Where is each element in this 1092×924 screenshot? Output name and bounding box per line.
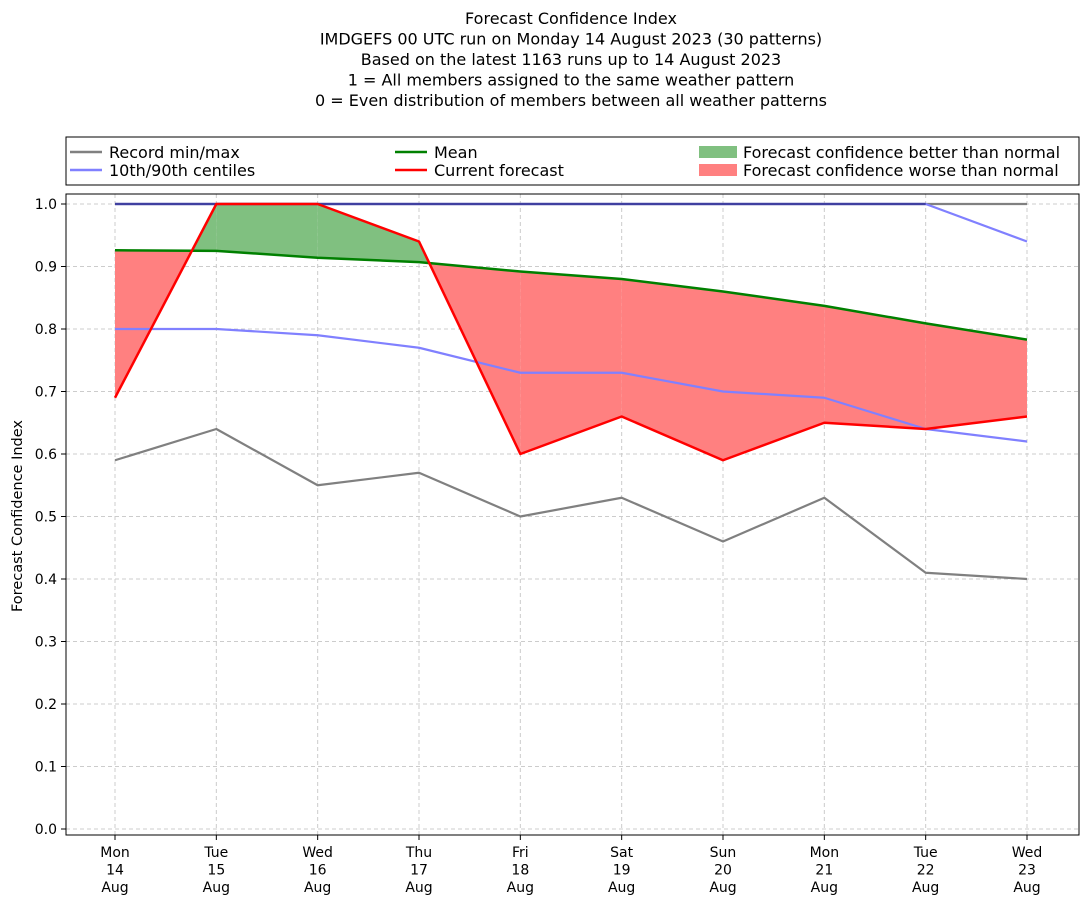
x-tick-label-line: Sun bbox=[710, 845, 737, 861]
x-tick-label: Tue 22 Aug bbox=[912, 845, 939, 896]
y-tick-label: 0.9 bbox=[35, 260, 57, 276]
y-tick-label: 0.0 bbox=[35, 822, 57, 838]
y-tick-label: 0.3 bbox=[35, 635, 57, 651]
x-tick-label-line: Fri bbox=[512, 845, 529, 861]
y-tick-label: 0.6 bbox=[35, 447, 57, 463]
record-min-line bbox=[114, 427, 1028, 581]
x-tick-label-line: Aug bbox=[101, 880, 128, 896]
x-tick-label: Sun 20 Aug bbox=[709, 845, 736, 896]
chart-title: Forecast Confidence Index IMDGEFS 00 UTC … bbox=[315, 9, 827, 110]
chart-legend: Record min/max Mean Forecast confidence be… bbox=[65, 136, 1080, 186]
legend-swatch-patch bbox=[699, 146, 737, 158]
x-tick-label-line: Aug bbox=[405, 880, 432, 896]
legend-frame bbox=[65, 136, 1080, 186]
y-tick-label: 0.8 bbox=[35, 322, 57, 338]
y-tick-label: 1.0 bbox=[35, 197, 57, 213]
x-tick-label-line: Mon bbox=[100, 845, 130, 861]
x-tick-label-line: Aug bbox=[608, 880, 635, 896]
x-tick-label-line: 16 bbox=[309, 863, 327, 879]
x-tick-label-line: 14 bbox=[106, 863, 124, 879]
x-tick-label: Tue 15 Aug bbox=[203, 845, 230, 896]
x-tick-label-line: Aug bbox=[709, 880, 736, 896]
title-line: 1 = All members assigned to the same wea… bbox=[348, 71, 795, 90]
legend-swatch-patch bbox=[699, 164, 737, 176]
fill-worse-segment bbox=[520, 271, 622, 454]
x-tick-label: Wed 23 Aug bbox=[1012, 845, 1043, 896]
fill-worse-segment bbox=[824, 305, 926, 429]
x-tick-label-line: Tue bbox=[913, 845, 938, 861]
x-tick-label: Fri 18 Aug bbox=[507, 845, 534, 896]
x-tick-label-line: Wed bbox=[1012, 845, 1043, 861]
x-tick-label: Mon 21 Aug bbox=[810, 845, 840, 896]
y-axis-label: Forecast Confidence Index bbox=[10, 420, 26, 612]
x-tick-label-line: 15 bbox=[207, 863, 225, 879]
x-tick-label-line: 17 bbox=[410, 863, 428, 879]
x-tick-label-line: Aug bbox=[811, 880, 838, 896]
y-tick-label: 0.7 bbox=[35, 385, 57, 401]
fill-better-segment bbox=[317, 204, 419, 263]
x-tick-label: Wed 16 Aug bbox=[302, 845, 333, 896]
x-tick-label: Sat 19 Aug bbox=[608, 845, 635, 896]
x-tick-label-line: Aug bbox=[304, 880, 331, 896]
x-tick-label-line: 18 bbox=[511, 863, 529, 879]
plot-frame bbox=[65, 193, 1080, 836]
x-tick-label-line: 19 bbox=[613, 863, 631, 879]
x-tick-label-line: Sat bbox=[610, 845, 633, 861]
y-tick-label: 0.5 bbox=[35, 510, 57, 526]
x-tick-label-line: 21 bbox=[815, 863, 833, 879]
x-tick-label-line: Tue bbox=[203, 845, 228, 861]
mean-line bbox=[114, 249, 1028, 341]
x-tick-label: Mon 14 Aug bbox=[100, 845, 130, 896]
y-tick-label: 0.1 bbox=[35, 760, 57, 776]
p10-line bbox=[115, 327, 1028, 443]
x-tick-label-line: Aug bbox=[1013, 880, 1040, 896]
legend-label: Forecast confidence worse than normal bbox=[743, 161, 1059, 180]
legend-label: Mean bbox=[434, 143, 478, 162]
legend-label: 10th/90th centiles bbox=[109, 161, 255, 180]
y-tick-label: 0.2 bbox=[35, 697, 57, 713]
fill-worse-segment bbox=[621, 279, 723, 461]
title-line: Forecast Confidence Index bbox=[465, 9, 677, 28]
title-line: 0 = Even distribution of members between… bbox=[315, 91, 827, 110]
x-tick-label-line: 23 bbox=[1018, 863, 1036, 879]
x-tick-label-line: Aug bbox=[507, 880, 534, 896]
legend-label: Forecast confidence better than normal bbox=[743, 143, 1060, 162]
x-tick-label-line: Wed bbox=[302, 845, 333, 861]
x-tick-label-line: Aug bbox=[203, 880, 230, 896]
fill-worse-segment bbox=[723, 291, 825, 461]
x-tick-label-line: Thu bbox=[405, 845, 432, 861]
current-forecast-line bbox=[113, 202, 1028, 462]
title-line: Based on the latest 1163 runs up to 14 A… bbox=[361, 50, 781, 69]
plot-area bbox=[66, 194, 1079, 835]
x-tick-label-line: Aug bbox=[912, 880, 939, 896]
x-tick-label-line: 20 bbox=[714, 863, 732, 879]
fill-worse-segment bbox=[925, 323, 1027, 429]
x-tick-label-line: 22 bbox=[917, 863, 935, 879]
series-lines bbox=[113, 202, 1028, 581]
fill-better-segment bbox=[216, 204, 318, 258]
y-tick-label: 0.4 bbox=[35, 572, 57, 588]
legend-label: Current forecast bbox=[434, 161, 564, 180]
legend-label: Record min/max bbox=[109, 143, 240, 162]
x-tick-label: Thu 17 Aug bbox=[405, 845, 433, 896]
x-tick-label-line: Mon bbox=[810, 845, 840, 861]
title-line: IMDGEFS 00 UTC run on Monday 14 August 2… bbox=[320, 30, 822, 49]
